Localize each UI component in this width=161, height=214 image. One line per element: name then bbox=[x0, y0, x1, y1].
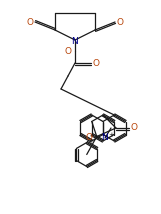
Text: N: N bbox=[102, 134, 108, 143]
Text: O: O bbox=[65, 46, 71, 55]
Text: O: O bbox=[27, 18, 33, 27]
Text: O: O bbox=[93, 58, 99, 67]
Text: +: + bbox=[108, 132, 114, 138]
Text: O: O bbox=[131, 123, 137, 132]
Text: N: N bbox=[72, 37, 78, 46]
Text: O: O bbox=[117, 18, 123, 27]
Text: O: O bbox=[85, 133, 92, 142]
Text: ⁻: ⁻ bbox=[90, 135, 94, 141]
